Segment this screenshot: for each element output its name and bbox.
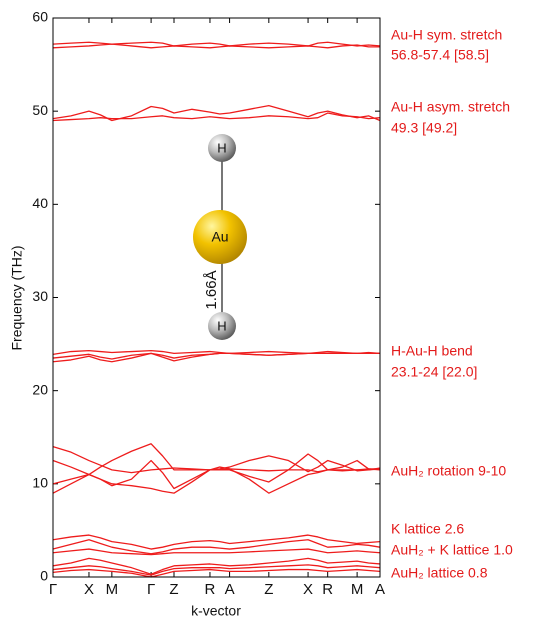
x-tick-label: Z — [264, 581, 273, 598]
atom-label: H — [217, 318, 226, 333]
x-tick-label: Γ — [147, 581, 155, 598]
y-tick-label: 0 — [40, 568, 48, 584]
atom — [193, 210, 247, 264]
band-line — [52, 564, 381, 576]
band-line — [52, 539, 381, 555]
x-tick-label: A — [375, 581, 385, 598]
x-tick-label: R — [205, 581, 216, 598]
x-tick-label: X — [303, 581, 313, 598]
band-line — [52, 466, 381, 494]
x-tick-label: A — [225, 581, 235, 598]
band-line — [52, 548, 381, 556]
x-tick-label: R — [322, 581, 333, 598]
annotation: AuH₂ rotation 9-10 — [391, 463, 506, 479]
annotation: 49.3 [49.2] — [391, 120, 457, 136]
annotation: 56.8-57.4 [58.5] — [391, 47, 489, 63]
atom — [208, 134, 236, 162]
annotation: AuH₂ + K lattice 1.0 — [391, 542, 513, 558]
band-line — [52, 112, 381, 122]
x-tick-label: M — [106, 581, 119, 598]
atom-label: Au — [211, 229, 228, 245]
band-line — [52, 534, 381, 550]
atom — [208, 312, 236, 340]
annotation: Au-H asym. stretch — [391, 99, 510, 115]
y-axis-label: Frequency (THz) — [9, 245, 25, 350]
atom-label: H — [217, 140, 226, 155]
band-line — [52, 557, 381, 575]
y-tick-label: 30 — [32, 288, 48, 304]
annotation: Au-H sym. stretch — [391, 27, 502, 43]
y-tick-label: 10 — [32, 475, 48, 491]
annotation: H-Au-H bend — [391, 343, 473, 359]
y-tick-label: 50 — [32, 102, 48, 118]
y-tick-label: 60 — [32, 9, 48, 25]
y-tick-label: 20 — [32, 381, 48, 397]
x-tick-label: M — [351, 581, 364, 598]
band-line — [52, 349, 381, 355]
band-line — [52, 43, 380, 49]
annotation: 23.1-24 [22.0] — [391, 364, 477, 380]
bond-length: 1.66Å — [203, 270, 220, 309]
y-tick-label: 40 — [32, 195, 48, 211]
band-line — [52, 568, 381, 578]
x-tick-label: Γ — [49, 581, 57, 598]
plot-frame — [52, 17, 381, 578]
band-line — [52, 352, 380, 363]
x-tick-label: X — [84, 581, 94, 598]
band-line — [52, 453, 381, 494]
annotation: K lattice 2.6 — [391, 521, 464, 537]
band-line — [52, 445, 381, 474]
x-tick-label: Z — [169, 581, 178, 598]
annotation: AuH₂ lattice 0.8 — [391, 565, 488, 581]
x-axis-label: k-vector — [191, 603, 241, 619]
